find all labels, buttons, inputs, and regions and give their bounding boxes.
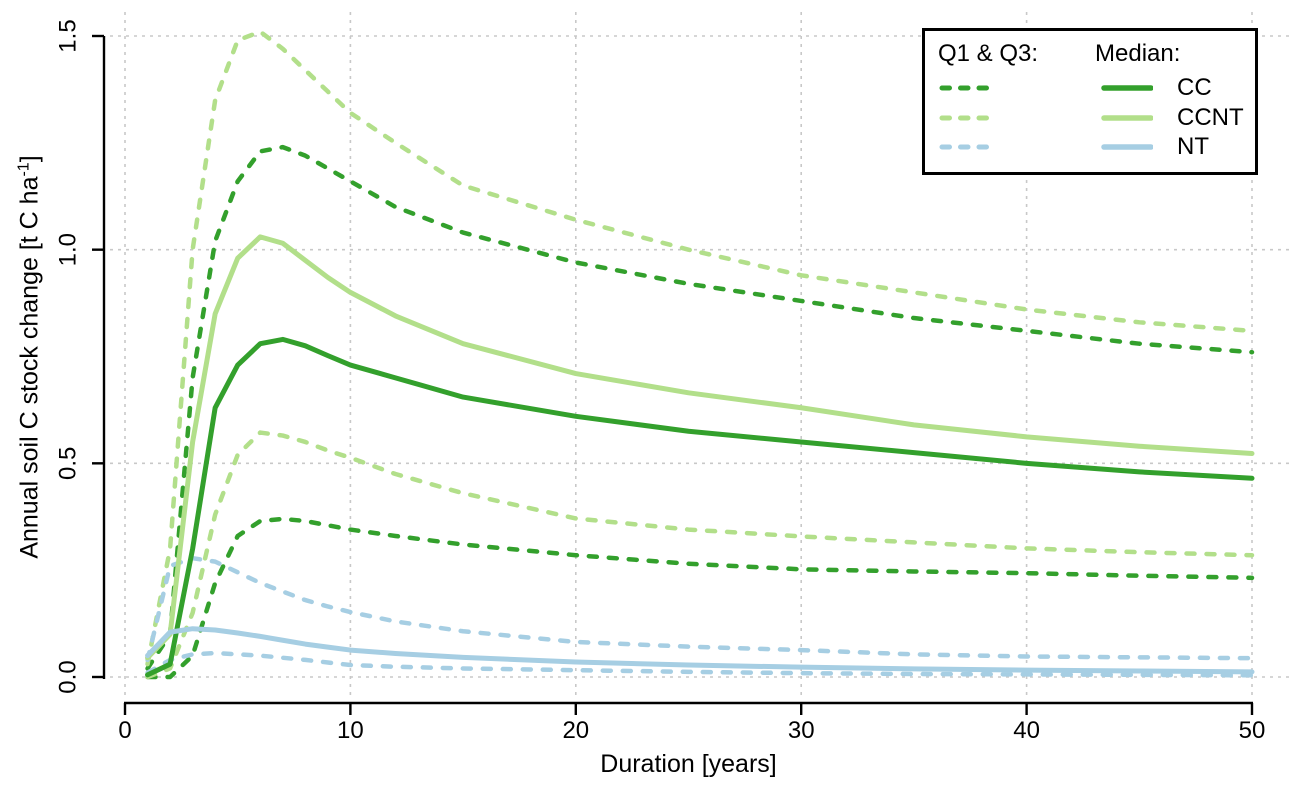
y-axis-title-superscript: -1 <box>15 162 33 177</box>
x-tick-label: 20 <box>562 717 589 744</box>
y-tick-label: 1.5 <box>55 19 82 52</box>
series-cc-q3-line <box>145 144 1255 671</box>
x-tick-label: 30 <box>788 717 815 744</box>
x-tick-label: 0 <box>118 717 131 744</box>
cc-quartile-dashed-line-icon <box>939 85 991 91</box>
y-axis-title-post: ] <box>15 155 44 163</box>
legend-box: Q1 & Q3: Median: CC CCNT NT <box>922 28 1258 175</box>
y-tick-label: 1.0 <box>55 233 82 266</box>
x-axis-title: Duration [years] <box>125 750 1252 779</box>
x-tick-label: 10 <box>337 717 364 744</box>
legend-label-cc: CC <box>1177 74 1212 101</box>
legend-median-header: Median: <box>1095 40 1181 67</box>
legend-label-ccnt: CCNT <box>1177 104 1244 131</box>
ccnt-median-solid-line-icon <box>1101 115 1153 121</box>
y-tick-label: 0.5 <box>55 447 82 480</box>
series-ccnt-median-line <box>145 234 1255 661</box>
legend-label-nt: NT <box>1177 133 1209 160</box>
legend-q1q3-header: Q1 & Q3: <box>938 40 1039 67</box>
nt-quartile-dashed-line-icon <box>939 144 991 150</box>
cc-median-solid-line-icon <box>1101 85 1153 91</box>
series-cc-q1-line <box>145 516 1255 680</box>
series-cc-median-line <box>145 336 1255 678</box>
y-tick-label: 0.0 <box>55 660 82 693</box>
series-ccnt-q1-line <box>145 430 1255 680</box>
series-nt-q1-line <box>145 650 1255 678</box>
y-axis-title-pre: Annual soil C stock change [t C ha <box>15 176 44 559</box>
series-nt-q3-line <box>145 555 1255 663</box>
x-tick-label: 50 <box>1239 717 1266 744</box>
ccnt-quartile-dashed-line-icon <box>939 115 991 121</box>
x-tick-label: 40 <box>1013 717 1040 744</box>
series-nt-median-line <box>145 626 1255 675</box>
x-axis-title-text: Duration [years] <box>600 750 777 778</box>
y-axis-title: Annual soil C stock change [t C ha-1] <box>15 155 44 558</box>
nt-median-solid-line-icon <box>1101 144 1153 150</box>
series-ccnt-q3-line <box>145 29 1255 667</box>
